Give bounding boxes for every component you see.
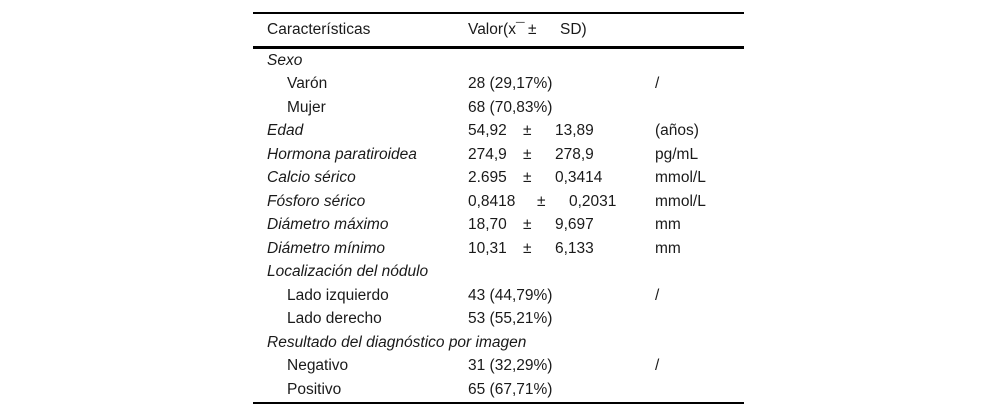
- row-lado-derecho: Lado derecho 53 (55,21%): [253, 308, 744, 332]
- plus-minus: ±: [523, 145, 532, 163]
- row-value: 43 (44,79%): [468, 286, 553, 304]
- row-value: 65 (67,71%): [468, 380, 553, 398]
- sd-value: 6,133: [555, 239, 594, 257]
- row-label: Resultado del diagnóstico por imagen: [267, 333, 527, 351]
- mean-value: 18,70: [468, 216, 507, 234]
- row-value: 2.695 ± 0,3414: [468, 169, 655, 187]
- row-sexo: Sexo: [253, 49, 744, 73]
- row-label: Lado izquierdo: [287, 286, 389, 304]
- row-calcio-serico: Calcio sérico 2.695 ± 0,3414 mmol/L: [253, 167, 744, 191]
- row-label: Hormona paratiroidea: [267, 145, 417, 163]
- row-value: 53 (55,21%): [468, 310, 553, 328]
- table-body: Sexo Varón 28 (29,17%) / Mujer 68 (70,83…: [253, 49, 744, 402]
- row-hormona-paratiroidea: Hormona paratiroidea 274,9 ± 278,9 pg/mL: [253, 143, 744, 167]
- row-label: Sexo: [267, 51, 303, 69]
- mean-value: 10,31: [468, 239, 507, 257]
- row-label: Varón: [287, 75, 328, 93]
- row-value: 18,70 ± 9,697: [468, 216, 655, 234]
- plus-minus: ±: [523, 169, 532, 187]
- plus-minus: ±: [523, 239, 532, 257]
- row-value: 54,92 ± 13,89: [468, 122, 655, 140]
- plus-minus: ±: [523, 216, 532, 234]
- header-sd-label: SD): [560, 21, 587, 38]
- header-plus-minus: ±: [528, 21, 537, 38]
- row-label: Fósforo sérico: [267, 192, 366, 210]
- plus-minus: ±: [523, 122, 532, 140]
- row-unit: mm: [655, 216, 681, 234]
- sd-value: 9,697: [555, 216, 594, 234]
- row-fosforo-serico: Fósforo sérico 0,8418 ± 0,2031 mmol/L: [253, 190, 744, 214]
- row-label: Diámetro máximo: [267, 216, 389, 234]
- sd-value: 0,2031: [569, 192, 617, 210]
- row-diametro-minimo: Diámetro mínimo 10,31 ± 6,133 mm: [253, 237, 744, 261]
- mean-value: 54,92: [468, 122, 507, 140]
- row-unit: /: [655, 357, 660, 375]
- sd-value: 13,89: [555, 122, 594, 140]
- row-unit: mm: [655, 239, 681, 257]
- statistics-table: Características Valor(x¯ ± SD) Sexo Varó…: [253, 12, 744, 404]
- row-label: Localización del nódulo: [267, 263, 429, 281]
- row-unit: /: [655, 75, 660, 93]
- row-resultado-diagnostico: Resultado del diagnóstico por imagen: [253, 331, 744, 355]
- row-unit: mmol/L: [655, 169, 706, 187]
- row-mujer: Mujer 68 (70,83%): [253, 96, 744, 120]
- row-label: Negativo: [287, 357, 349, 375]
- header-mean-label: Valor(x¯: [468, 21, 525, 38]
- row-value: 274,9 ± 278,9: [468, 146, 655, 164]
- plus-minus: ±: [537, 192, 546, 210]
- row-label: Mujer: [287, 98, 326, 116]
- row-value: 10,31 ± 6,133: [468, 240, 655, 258]
- row-label: Diámetro mínimo: [267, 239, 385, 257]
- row-value: 0,8418 ± 0,2031: [468, 193, 655, 211]
- row-diametro-maximo: Diámetro máximo 18,70 ± 9,697 mm: [253, 214, 744, 238]
- row-lado-izquierdo: Lado izquierdo 43 (44,79%) /: [253, 284, 744, 308]
- row-edad: Edad 54,92 ± 13,89 (años): [253, 120, 744, 144]
- row-localizacion-del-nodulo: Localización del nódulo: [253, 261, 744, 285]
- row-value: 28 (29,17%): [468, 75, 553, 93]
- row-negativo: Negativo 31 (32,29%) /: [253, 355, 744, 379]
- row-unit: mmol/L: [655, 192, 706, 210]
- row-value: 68 (70,83%): [468, 98, 553, 116]
- row-positivo: Positivo 65 (67,71%): [253, 378, 744, 402]
- row-label: Lado derecho: [287, 310, 382, 328]
- column-header-valor: Valor(x¯ ± SD): [468, 21, 655, 39]
- row-varon: Varón 28 (29,17%) /: [253, 73, 744, 97]
- mean-value: 2.695: [468, 169, 507, 187]
- column-header-caracteristicas: Características: [267, 21, 371, 38]
- row-unit: (años): [655, 122, 699, 140]
- sd-value: 0,3414: [555, 169, 603, 187]
- row-label: Edad: [267, 122, 304, 140]
- table-header-row: Características Valor(x¯ ± SD): [253, 14, 744, 49]
- row-label: Positivo: [287, 380, 342, 398]
- row-unit: pg/mL: [655, 145, 699, 163]
- row-label: Calcio sérico: [267, 169, 356, 187]
- sd-value: 278,9: [555, 145, 594, 163]
- row-unit: /: [655, 286, 660, 304]
- mean-value: 0,8418: [468, 192, 516, 210]
- row-value: 31 (32,29%): [468, 357, 553, 375]
- mean-value: 274,9: [468, 145, 507, 163]
